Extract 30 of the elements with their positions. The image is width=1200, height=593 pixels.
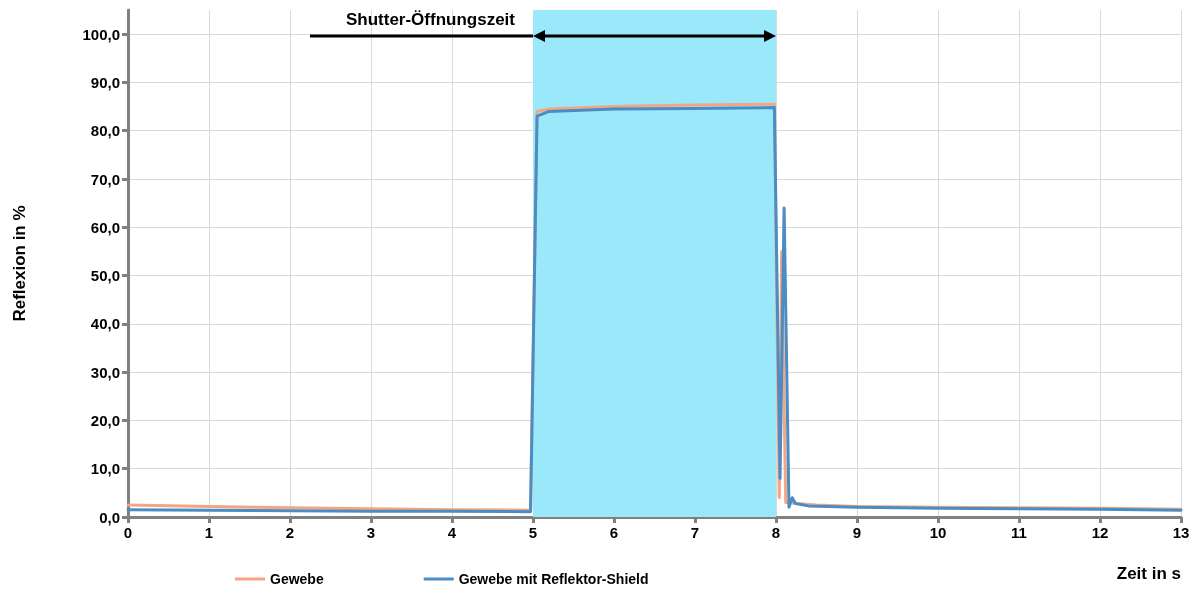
y-tick-label: 40,0: [90, 315, 120, 333]
x-tick-label: 3: [366, 524, 376, 541]
y-tick-label: 80,0: [90, 122, 120, 140]
x-tick-label: 12: [1091, 524, 1109, 541]
y-tick-label: 50,0: [90, 267, 120, 285]
x-tick-label: 0: [123, 524, 133, 541]
y-tick-label: 90,0: [90, 73, 120, 91]
x-axis-title: Zeit in s: [1116, 564, 1181, 583]
y-tick-label: 60,0: [90, 218, 120, 236]
x-tick-label: 1: [204, 524, 214, 541]
y-tick-label: 10,0: [90, 460, 120, 478]
annotation: Shutter-Öffnungszeit: [345, 10, 516, 29]
y-tick-label: 30,0: [90, 363, 120, 381]
x-tick-label: 13: [1172, 524, 1190, 541]
y-axis-title: Reflexion in %: [10, 205, 29, 322]
y-tick-label: 100,0: [82, 25, 120, 43]
y-tick-label: 20,0: [90, 411, 120, 429]
y-tick-label: 0,0: [99, 508, 120, 526]
x-tick-label: 4: [447, 524, 457, 541]
x-tick-label: 2: [285, 524, 295, 541]
x-tick-label: 6: [609, 524, 619, 541]
x-tick-label: 8: [771, 524, 781, 541]
x-tick-label: 9: [852, 524, 862, 541]
x-tick-label: 5: [528, 524, 538, 541]
y-tick-label: 70,0: [90, 170, 120, 188]
legend-label: Gewebe: [270, 571, 324, 587]
x-tick-label: 7: [690, 524, 700, 541]
x-tick-label: 10: [929, 524, 947, 541]
x-tick-label: 11: [1011, 524, 1027, 541]
legend-label: Gewebe mit Reflektor-Shield: [458, 571, 649, 587]
